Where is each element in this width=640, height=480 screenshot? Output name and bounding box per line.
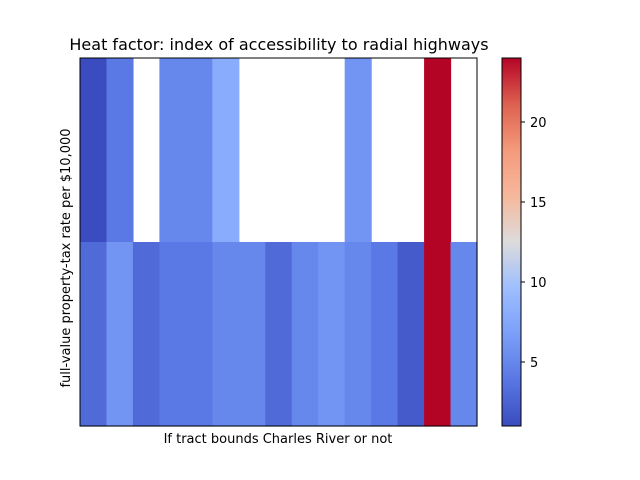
heatmap-cell <box>344 242 372 427</box>
heatmap-cell <box>291 242 319 427</box>
colorbar <box>502 58 521 426</box>
heatmap-cell <box>397 242 425 427</box>
heatmap-cell <box>159 242 187 427</box>
y-axis-label: full-value property-tax rate per $10,000 <box>59 128 74 387</box>
heatmap-cell <box>185 242 213 427</box>
chart-title: Heat factor: index of accessibility to r… <box>69 35 488 54</box>
colorbar-tick-label: 20 <box>530 116 547 131</box>
heatmap-cells <box>80 58 478 427</box>
heatmap-cell <box>80 58 108 243</box>
heatmap-cell <box>450 242 478 427</box>
heatmap-cell <box>424 242 452 427</box>
plot-frame <box>79 57 478 427</box>
x-axis-label: If tract bounds Charles River or not <box>164 432 393 447</box>
heatmap-cell <box>132 242 160 427</box>
heatmap-cell <box>106 58 134 243</box>
heatmap-cell <box>371 242 399 427</box>
heatmap-cell <box>212 242 240 427</box>
heatmap-cell <box>185 58 213 243</box>
heatmap-cell <box>80 242 108 427</box>
heatmap-cell <box>212 58 240 243</box>
heatmap-cell <box>318 242 346 427</box>
heatmap-cell <box>344 58 372 243</box>
colorbar-frame <box>501 57 522 427</box>
colorbar-tick-label: 15 <box>530 196 547 211</box>
heatmap-cell <box>159 58 187 243</box>
colorbar-ticks: 5 10 15 20 <box>521 116 547 371</box>
heatmap-cell <box>265 242 293 427</box>
heatmap-cell <box>238 242 266 427</box>
heatmap-cell <box>424 58 452 243</box>
colorbar-tick-label: 5 <box>530 356 538 371</box>
heatmap-cell <box>106 242 134 427</box>
colorbar-tick-label: 10 <box>530 276 547 291</box>
